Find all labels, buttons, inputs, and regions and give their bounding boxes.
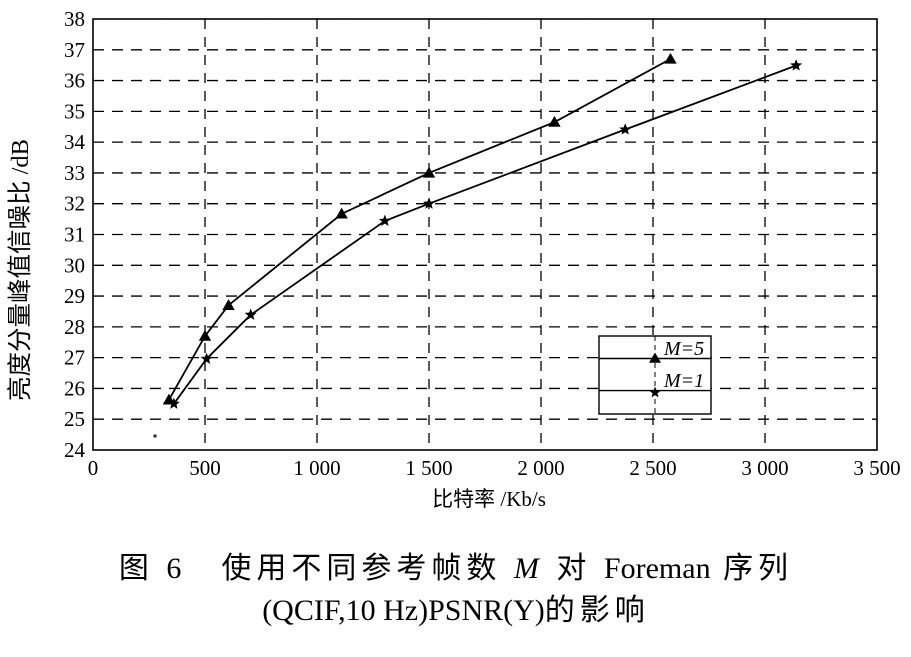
svg-text:27: 27 xyxy=(64,346,85,370)
svg-text:32: 32 xyxy=(64,192,85,216)
svg-text:29: 29 xyxy=(64,284,85,308)
svg-text:30: 30 xyxy=(64,253,85,277)
svg-text:38: 38 xyxy=(64,7,85,31)
svg-text:31: 31 xyxy=(64,223,85,247)
svg-text:(QCIF,10 Hz)PSNR(Y)的影响: (QCIF,10 Hz)PSNR(Y)的影响 xyxy=(262,594,650,627)
svg-text:M=1: M=1 xyxy=(663,370,704,392)
svg-text:28: 28 xyxy=(64,315,85,339)
svg-text:亮度分量峰值信噪比 /dB: 亮度分量峰值信噪比 /dB xyxy=(6,139,34,401)
svg-text:0: 0 xyxy=(88,456,99,480)
svg-text:比特率 /Kb/s: 比特率 /Kb/s xyxy=(432,487,546,511)
svg-text:2 000: 2 000 xyxy=(517,456,564,480)
svg-text:2 500: 2 500 xyxy=(629,456,676,480)
svg-text:35: 35 xyxy=(64,99,85,123)
svg-text:500: 500 xyxy=(189,456,221,480)
svg-text:34: 34 xyxy=(64,130,86,154)
svg-text:3 000: 3 000 xyxy=(741,456,788,480)
svg-text:37: 37 xyxy=(64,38,85,62)
svg-text:M=5: M=5 xyxy=(663,338,704,360)
svg-text:25: 25 xyxy=(64,407,85,431)
svg-text:36: 36 xyxy=(64,69,85,93)
svg-text:3 500: 3 500 xyxy=(853,456,900,480)
svg-text:24: 24 xyxy=(64,438,86,462)
svg-text:33: 33 xyxy=(64,161,85,185)
svg-text:1 000: 1 000 xyxy=(293,456,340,480)
svg-text:图 6 使用不同参考帧数 M 对 Foreman 序列: 图 6 使用不同参考帧数 M 对 Foreman 序列 xyxy=(119,552,793,585)
svg-text:1 500: 1 500 xyxy=(405,456,452,480)
svg-text:26: 26 xyxy=(64,376,85,400)
